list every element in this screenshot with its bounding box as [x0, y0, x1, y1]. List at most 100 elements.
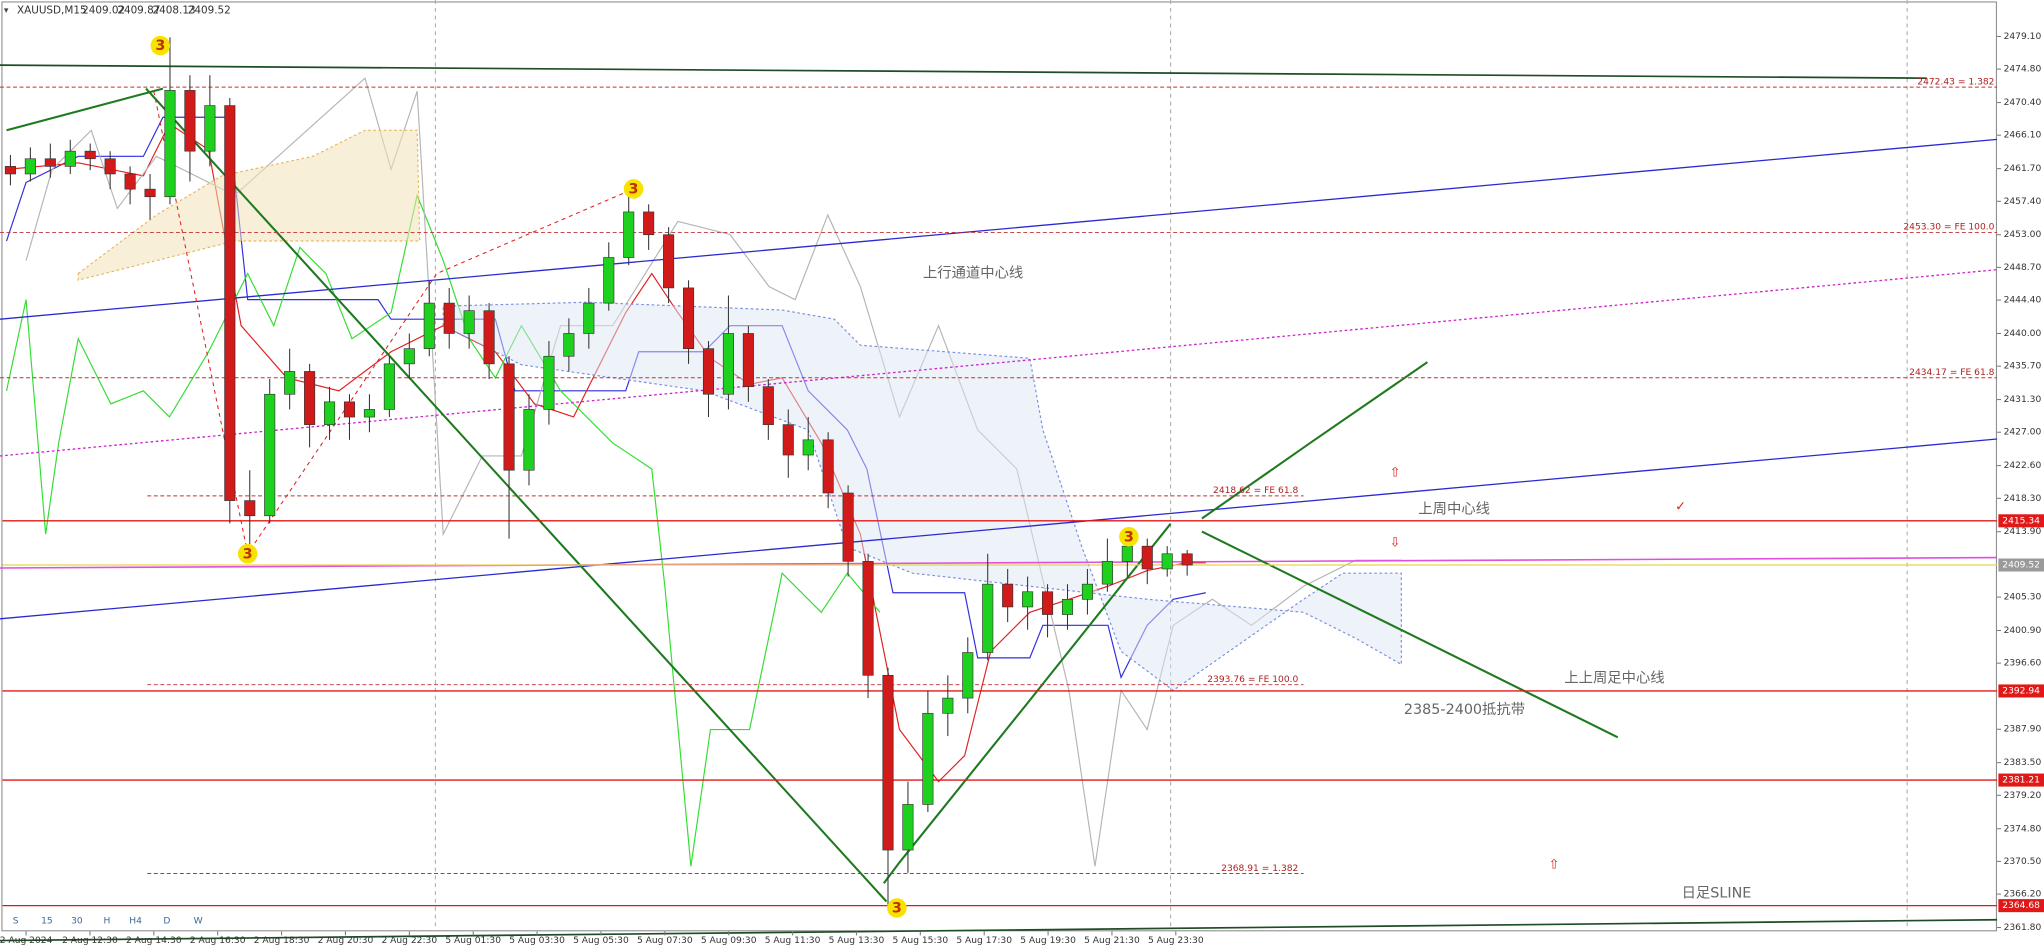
y-tick-label: 2474.80	[2004, 65, 2042, 75]
y-tick-label: 2379.20	[2004, 791, 2042, 801]
y-tick-label: 2461.70	[2004, 164, 2042, 174]
cloud	[77, 129, 421, 281]
trendline	[0, 64, 1927, 80]
y-tick-label: 2457.40	[2004, 197, 2042, 207]
wave-label: 3	[629, 182, 639, 198]
x-tick-label: 2 Aug 2024	[0, 936, 53, 946]
ohlc-value: 2409.02	[82, 4, 125, 16]
fib-label: 2453.30 = FE 100.0	[1903, 223, 1994, 233]
candle-body	[902, 804, 914, 851]
price-tag-label: 2392.94	[2002, 686, 2040, 696]
x-tick-label: 5 Aug 17:30	[956, 936, 1012, 946]
x-tick-label: 5 Aug 01:30	[445, 936, 501, 946]
ohlc-value: 2409.52	[188, 4, 231, 16]
candle-body	[324, 401, 336, 425]
y-tick-label: 2374.80	[2004, 824, 2042, 834]
chikou-line	[5, 193, 881, 867]
timeframe-button[interactable]: 30	[71, 917, 83, 927]
timeframe-button[interactable]: H	[103, 917, 110, 927]
annotation: 上周中心线	[1418, 500, 1490, 517]
wave-marker	[1119, 526, 1139, 547]
candle-body	[583, 302, 595, 334]
trendline	[6, 87, 164, 132]
candle-body	[204, 105, 216, 152]
arrow-down: ⇩	[1390, 536, 1401, 551]
candle-body	[164, 90, 176, 198]
fib-label: 2368.91 = 1.382	[1221, 864, 1298, 874]
trendline	[1201, 530, 1619, 739]
candle-body	[1081, 583, 1093, 600]
x-tick-label: 2 Aug 14:30	[126, 936, 182, 946]
x-tick-label: 5 Aug 13:30	[829, 936, 885, 946]
fib-label: 2434.17 = FE 61.8	[1909, 368, 1994, 378]
fib-label: 2472.43 = 1.382	[1917, 77, 1994, 87]
price-tag-label: 2415.34	[2002, 516, 2040, 526]
x-tick-label: 5 Aug 09:30	[701, 936, 757, 946]
candle-body	[922, 712, 934, 805]
channel-line	[0, 438, 1998, 620]
candle-body	[962, 652, 974, 699]
price-tag	[1998, 684, 2044, 698]
wave-marker	[150, 35, 171, 56]
y-tick-label: 2383.50	[2004, 758, 2042, 768]
wave-marker	[237, 543, 258, 564]
x-tick-label: 5 Aug 05:30	[573, 936, 629, 946]
x-tick-label: 5 Aug 23:30	[1148, 936, 1204, 946]
candle-body	[44, 158, 56, 167]
candle-body	[822, 439, 834, 494]
zigzag	[153, 91, 634, 555]
y-tick-label: 2405.30	[2004, 593, 2042, 603]
x-tick-label: 2 Aug 12:30	[62, 936, 118, 946]
candle-body	[4, 166, 16, 175]
candle-body	[284, 371, 296, 395]
cloud	[442, 301, 1402, 692]
y-tick-label: 2435.70	[2004, 362, 2042, 372]
trendline	[1201, 361, 1429, 520]
candle-body	[742, 333, 754, 387]
candle-body	[802, 439, 814, 456]
candle-body	[403, 348, 415, 365]
candle-body	[663, 234, 675, 289]
candle-body	[782, 424, 794, 456]
channel-line	[0, 556, 1998, 569]
timeframe-button[interactable]: H4	[129, 917, 142, 927]
y-tick-label: 2431.30	[2004, 395, 2042, 405]
x-tick-label: 2 Aug 20:30	[318, 936, 374, 946]
y-tick-label: 2444.40	[2004, 296, 2042, 306]
candle-body	[104, 158, 116, 175]
arrow-up: ⇧	[1549, 858, 1560, 873]
y-tick-label: 2453.00	[2004, 230, 2042, 240]
timeframe-button[interactable]: S	[13, 917, 19, 927]
price-tag	[1998, 558, 2044, 572]
symbol: XAUUSD,M15	[17, 4, 87, 16]
price-tag	[1998, 514, 2044, 528]
y-tick-label: 2396.60	[2004, 659, 2042, 669]
trendline	[0, 918, 1998, 942]
candle-body	[304, 371, 316, 425]
candle-body	[64, 150, 76, 167]
candle-body	[603, 257, 615, 304]
x-tick-label: 2 Aug 18:30	[254, 936, 310, 946]
candle-body	[24, 158, 36, 175]
x-tick-label: 5 Aug 07:30	[637, 936, 693, 946]
fib-label: 2418.62 = FE 61.8	[1213, 486, 1298, 496]
ohlc-value: 2409.87	[117, 4, 160, 16]
candle-body	[363, 409, 375, 418]
price-tag	[1998, 773, 2044, 787]
y-tick-label: 2366.20	[2004, 890, 2042, 900]
x-tick-label: 2 Aug 22:30	[381, 936, 437, 946]
x-tick-label: 5 Aug 19:30	[1020, 936, 1076, 946]
annotation: 2385-2400抵抗带	[1404, 701, 1525, 718]
x-tick-label: 5 Aug 15:30	[892, 936, 948, 946]
separators	[434, 0, 1908, 932]
wave-label: 3	[892, 901, 902, 917]
candle-body	[1101, 561, 1113, 585]
wave-marker	[887, 898, 907, 918]
candle-body	[702, 348, 715, 395]
timeframe-button[interactable]: W	[194, 917, 203, 927]
timeframe-button[interactable]: 15	[41, 917, 53, 927]
candle-body	[982, 583, 994, 653]
candle-body	[563, 333, 575, 357]
timeframe-button[interactable]: D	[163, 917, 170, 927]
